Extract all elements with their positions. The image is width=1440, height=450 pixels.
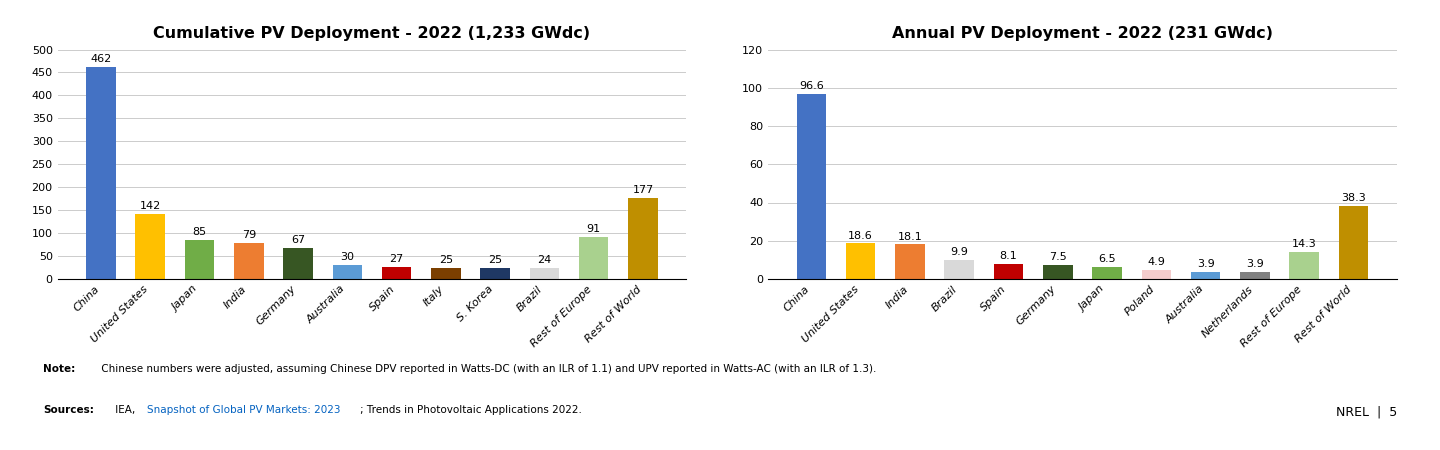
Bar [579,237,609,279]
Bar [994,264,1024,279]
Text: 38.3: 38.3 [1341,193,1365,203]
Text: 91: 91 [586,225,600,234]
Bar [845,243,876,279]
Text: 6.5: 6.5 [1099,254,1116,264]
Text: 9.9: 9.9 [950,248,968,257]
Bar [796,94,827,279]
Text: 3.9: 3.9 [1246,259,1264,269]
Bar [431,267,461,279]
Text: 67: 67 [291,235,305,246]
Bar [896,244,924,279]
Bar [333,265,361,279]
Text: 25: 25 [488,255,503,265]
Bar [1043,265,1073,279]
Text: 14.3: 14.3 [1292,239,1316,249]
Bar [1289,252,1319,279]
Text: Snapshot of Global PV Markets: 2023: Snapshot of Global PV Markets: 2023 [147,405,340,415]
Text: 18.1: 18.1 [897,232,923,242]
Bar [1142,270,1171,279]
Text: IEA,: IEA, [112,405,138,415]
Bar [184,240,215,279]
Title: Annual PV Deployment - 2022 (231 GWdc): Annual PV Deployment - 2022 (231 GWdc) [891,27,1273,41]
Text: 142: 142 [140,201,161,211]
Text: 7.5: 7.5 [1048,252,1067,262]
Text: 4.9: 4.9 [1148,257,1165,267]
Bar [945,260,973,279]
Bar [233,243,264,279]
Text: 18.6: 18.6 [848,231,873,241]
Text: 85: 85 [193,227,206,237]
Text: Sources:: Sources: [43,405,94,415]
Text: ; Trends in Photovoltaic Applications 2022.: ; Trends in Photovoltaic Applications 20… [360,405,582,415]
Bar [1240,271,1270,279]
Text: 96.6: 96.6 [799,81,824,91]
Bar [530,268,559,279]
Text: 8.1: 8.1 [999,251,1018,261]
Bar [86,67,115,279]
Bar [135,214,166,279]
Bar [481,267,510,279]
Bar [1093,266,1122,279]
Bar [382,266,412,279]
Text: 27: 27 [389,254,403,264]
Bar [628,198,658,279]
Bar [1339,206,1368,279]
Text: 24: 24 [537,255,552,265]
Bar [284,248,312,279]
Text: NREL  |  5: NREL | 5 [1335,405,1397,418]
Text: 177: 177 [632,185,654,195]
Text: 30: 30 [340,252,354,262]
Text: 79: 79 [242,230,256,240]
Text: Note:: Note: [43,364,75,374]
Text: 3.9: 3.9 [1197,259,1214,269]
Bar [1191,271,1221,279]
Text: Chinese numbers were adjusted, assuming Chinese DPV reported in Watts-DC (with a: Chinese numbers were adjusted, assuming … [98,364,877,374]
Text: 25: 25 [439,255,454,265]
Title: Cumulative PV Deployment - 2022 (1,233 GWdc): Cumulative PV Deployment - 2022 (1,233 G… [154,27,590,41]
Text: 462: 462 [91,54,111,64]
